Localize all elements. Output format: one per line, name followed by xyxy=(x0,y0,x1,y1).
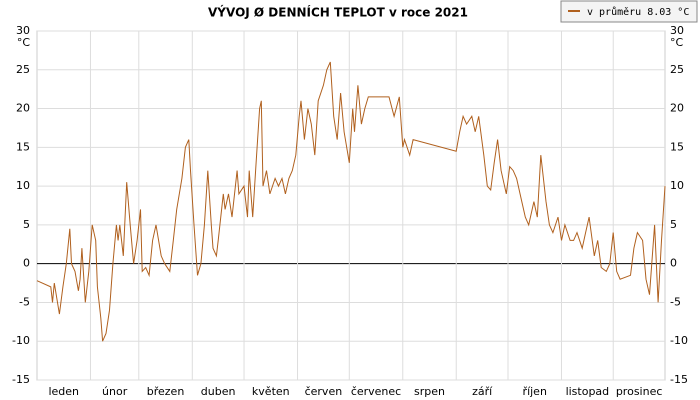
y2-tick-label: 30 xyxy=(670,24,684,37)
chart-title: VÝVOJ Ø DENNÍCH TEPLOT v roce 2021 xyxy=(208,5,468,20)
y2-tick-label: -10 xyxy=(670,334,688,347)
y2-tick-label: 0 xyxy=(670,257,677,270)
y-tick-label: 30 xyxy=(16,24,30,37)
x-tick-label: červenec xyxy=(351,385,401,398)
y2-tick-label: 25 xyxy=(670,63,684,76)
x-tick-label: září xyxy=(472,385,493,398)
y2-tick-label: -15 xyxy=(670,373,688,386)
y-tick-label: -10 xyxy=(12,334,30,347)
y2-tick-label: 10 xyxy=(670,179,684,192)
x-tick-label: prosinec xyxy=(616,385,663,398)
y2-tick-label: 15 xyxy=(670,140,684,153)
y-tick-label: -15 xyxy=(12,373,30,386)
legend-label: v průměru 8.03 °C xyxy=(587,6,689,18)
y-tick-label: 20 xyxy=(16,102,30,115)
y2-tick-label: 20 xyxy=(670,102,684,115)
y-tick-label: -5 xyxy=(19,295,30,308)
x-tick-label: červen xyxy=(305,385,343,398)
x-tick-label: listopad xyxy=(566,385,610,398)
x-tick-label: květen xyxy=(252,385,290,398)
x-tick-label: duben xyxy=(201,385,236,398)
y2-tick-label: -5 xyxy=(670,295,681,308)
plot-area xyxy=(36,30,666,381)
legend-box xyxy=(560,0,698,23)
x-tick-label: říjen xyxy=(523,385,547,398)
temperature-line xyxy=(36,61,666,342)
y-tick-label: 10 xyxy=(16,179,30,192)
x-tick-label: březen xyxy=(147,385,185,398)
y-tick-label: 15 xyxy=(16,140,30,153)
y-tick-label: 0 xyxy=(23,257,30,270)
y-tick-label: 5 xyxy=(23,218,30,231)
y2-tick-label: 5 xyxy=(670,218,677,231)
x-tick-label: únor xyxy=(102,385,128,398)
y-unit-right: °C xyxy=(670,36,684,49)
y-unit-left: °C xyxy=(17,36,31,49)
x-tick-label: srpen xyxy=(414,385,445,398)
x-tick-label: leden xyxy=(48,385,79,398)
y-tick-label: 25 xyxy=(16,63,30,76)
